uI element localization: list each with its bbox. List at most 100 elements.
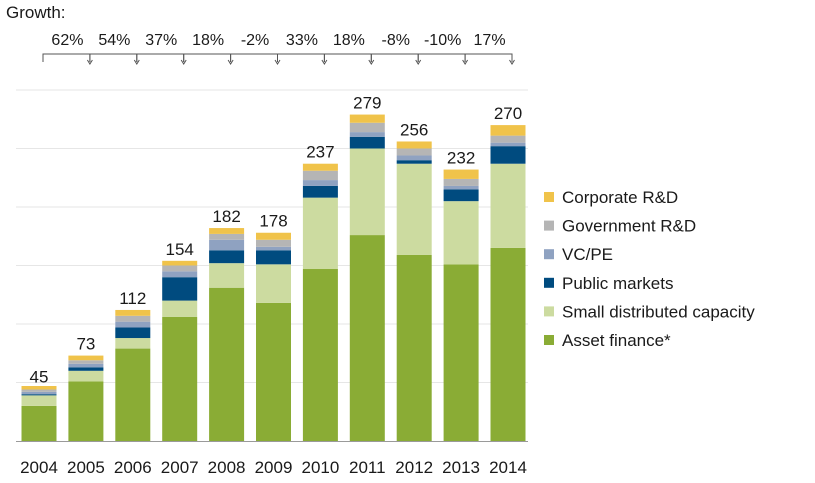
growth-arrowhead: [509, 59, 515, 65]
bar-vc-pe-2006: [115, 321, 151, 328]
bar-asset-finance-2006: [115, 348, 151, 441]
year-label-2009: 2009: [255, 458, 293, 477]
growth-connector: [89, 53, 138, 62]
bar-public-markets-2005: [68, 367, 104, 371]
bar-government-r-d-2011: [349, 122, 385, 133]
legend-swatch-public-markets: [544, 277, 554, 288]
growth-label-2012: -8%: [382, 32, 410, 49]
bar-public-markets-2008: [209, 250, 245, 264]
legend-label-government-r-d: Government R&D: [562, 217, 696, 236]
growth-arrowhead: [415, 59, 422, 65]
bar-small-distributed-capacity-2010: [302, 197, 338, 270]
bar-vc-pe-2011: [349, 132, 385, 137]
year-label-2006: 2006: [114, 458, 152, 477]
total-label-2011: 279: [353, 94, 381, 113]
bar-corporate-r-d-2010: [302, 163, 338, 171]
bar-government-r-d-2005: [68, 360, 104, 364]
bar-corporate-r-d-2009: [256, 232, 291, 240]
bar-asset-finance-2004: [21, 405, 57, 441]
year-label-2005: 2005: [67, 458, 105, 477]
bar-asset-finance-2007: [162, 316, 198, 441]
legend-label-small-distributed-capacity: Small distributed capacity: [562, 302, 755, 321]
bar-government-r-d-2006: [115, 315, 151, 322]
bar-corporate-r-d-2006: [115, 309, 151, 316]
growth-arrowhead: [321, 59, 328, 65]
bar-government-r-d-2004: [21, 389, 57, 392]
growth-label-2011: 18%: [333, 32, 365, 49]
growth-arrowhead: [133, 59, 140, 65]
bar-small-distributed-capacity-2008: [209, 263, 245, 288]
bar-government-r-d-2007: [162, 265, 198, 272]
bar-small-distributed-capacity-2007: [162, 300, 198, 317]
bar-asset-finance-2009: [256, 302, 291, 441]
bar-corporate-r-d-2014: [490, 125, 526, 136]
bar-asset-finance-2011: [349, 235, 385, 441]
bar-corporate-r-d-2004: [21, 386, 57, 390]
growth-label-2013: -10%: [424, 32, 461, 49]
bars: 45 2004 73 2005 112 2006 154 2007 182 2008 178 2009…: [20, 94, 527, 477]
growth-label-2005: 62%: [51, 32, 83, 49]
total-label-2006: 112: [119, 289, 146, 308]
bar-asset-finance-2014: [490, 247, 526, 441]
growth-label-2014: 17%: [474, 32, 506, 49]
legend-swatch-small-distributed-capacity: [544, 306, 554, 317]
year-label-2007: 2007: [161, 458, 199, 477]
bar-small-distributed-capacity-2011: [349, 148, 385, 236]
growth-rates: 62% 54% 37% 18% -2% 33% 18% -8% -10% 17%: [42, 32, 515, 65]
growth-arrowhead: [227, 59, 234, 65]
bar-vc-pe-2010: [302, 180, 338, 186]
bar-public-markets-2010: [302, 185, 338, 198]
total-label-2013: 232: [447, 149, 475, 168]
growth-arrowhead: [274, 59, 281, 65]
legend-label-corporate-r-d: Corporate R&D: [562, 188, 678, 207]
growth-connector: [42, 53, 91, 62]
growth-connector: [370, 53, 419, 62]
total-label-2014: 270: [494, 104, 522, 123]
bar-public-markets-2009: [256, 250, 291, 265]
legend-label-asset-finance: Asset finance*: [562, 331, 671, 350]
growth-connector: [277, 53, 325, 62]
bar-government-r-d-2008: [209, 233, 245, 240]
year-label-2014: 2014: [489, 458, 527, 477]
bar-small-distributed-capacity-2013: [443, 201, 479, 265]
bar-asset-finance-2010: [302, 269, 338, 441]
bar-corporate-r-d-2013: [443, 169, 479, 179]
bar-asset-finance-2013: [443, 264, 479, 441]
bar-vc-pe-2009: [256, 246, 291, 251]
growth-connector: [323, 53, 372, 62]
bar-public-markets-2004: [21, 394, 57, 396]
growth-connector: [183, 53, 232, 62]
legend: Corporate R&D Government R&D VC/PE Public m…: [544, 188, 755, 350]
year-label-2012: 2012: [395, 458, 433, 477]
bar-vc-pe-2007: [162, 271, 198, 278]
bar-small-distributed-capacity-2004: [21, 395, 57, 406]
legend-label-vc-pe: VC/PE: [562, 245, 613, 264]
year-label-2011: 2011: [349, 458, 386, 477]
bar-corporate-r-d-2008: [209, 228, 245, 234]
legend-swatch-corporate-r-d: [544, 192, 554, 202]
bar-corporate-r-d-2007: [162, 260, 198, 266]
growth-title: Growth:: [6, 3, 66, 22]
bar-public-markets-2011: [349, 136, 385, 149]
bar-government-r-d-2013: [443, 178, 479, 186]
bar-public-markets-2012: [396, 160, 432, 164]
bar-vc-pe-2008: [209, 239, 245, 251]
total-label-2007: 154: [166, 240, 194, 259]
legend-swatch-vc-pe: [544, 249, 554, 260]
growth-label-2010: 33%: [286, 32, 318, 49]
bar-small-distributed-capacity-2005: [68, 370, 104, 382]
bar-government-r-d-2009: [256, 239, 291, 247]
growth-label-2006: 54%: [98, 32, 130, 49]
legend-swatch-asset-finance: [544, 335, 554, 345]
total-label-2004: 45: [30, 367, 49, 386]
bar-asset-finance-2012: [396, 254, 432, 441]
bar-vc-pe-2013: [443, 185, 479, 190]
bar-small-distributed-capacity-2009: [256, 264, 291, 303]
bar-public-markets-2013: [443, 189, 479, 202]
bar-public-markets-2007: [162, 277, 198, 301]
bar-government-r-d-2012: [396, 148, 432, 156]
total-label-2009: 178: [259, 212, 287, 231]
growth-connector: [230, 53, 278, 62]
